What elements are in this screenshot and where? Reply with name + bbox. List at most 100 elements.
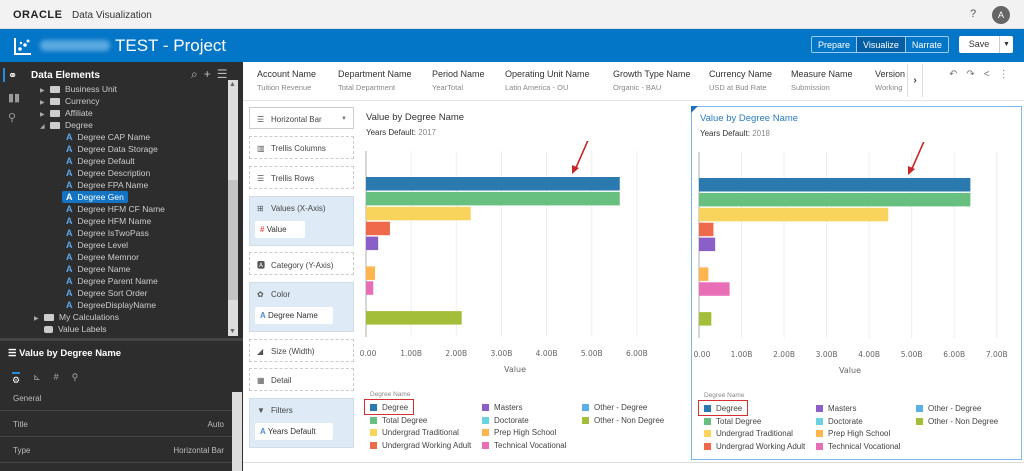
help-icon[interactable]: ? xyxy=(970,8,977,20)
tree-item[interactable]: ▶ Business Unit xyxy=(40,83,117,95)
tree-item[interactable]: A Degree HFM Name xyxy=(66,215,151,227)
legend-item[interactable]: Prep High School xyxy=(816,429,890,438)
bar-degree[interactable] xyxy=(366,177,620,191)
legend-item[interactable]: Prep High School xyxy=(482,428,556,437)
expanded-arrow-icon[interactable]: ◢ xyxy=(40,124,45,130)
tree-item[interactable]: A Degree Memnor xyxy=(66,251,139,263)
filter-department-name[interactable]: Department Name Total Department xyxy=(338,69,412,92)
analytics-tab-icon[interactable]: ⚲ xyxy=(71,372,79,382)
visualizations-icon[interactable]: ▮▮ xyxy=(8,92,21,104)
tree-item[interactable]: A Degree IsTwoPass xyxy=(66,227,149,239)
tree-scrollbar[interactable]: ▲ ▼ xyxy=(228,80,238,336)
tree-item[interactable]: A Degree Name xyxy=(66,263,130,275)
properties-scrollbar[interactable] xyxy=(232,392,242,471)
collapsed-arrow-icon[interactable]: ▶ xyxy=(40,88,45,94)
legend-item[interactable]: Total Degree xyxy=(704,417,761,426)
bar-masters[interactable] xyxy=(366,236,379,251)
narrate-tab[interactable]: Narrate xyxy=(911,40,942,50)
undo-icon[interactable]: ↶ xyxy=(949,69,958,80)
legend-item[interactable]: Doctorate xyxy=(816,417,863,426)
panel-divider[interactable] xyxy=(0,338,243,341)
title-property-value[interactable]: Auto xyxy=(207,420,224,429)
bar-degree[interactable] xyxy=(699,178,971,192)
prepare-tab[interactable]: Prepare xyxy=(812,37,858,52)
tree-item[interactable]: A Degree FPA Name xyxy=(66,179,148,191)
tree-item[interactable]: ◢ Degree xyxy=(40,119,93,131)
viz-2018[interactable]: Value by Degree Name Years Default: 2018 0… xyxy=(691,106,1022,460)
values-dropzone[interactable]: ⊞ Values (X-Axis) # Value xyxy=(249,196,354,246)
filter-operating-unit-name[interactable]: Operating Unit Name Latin America - OU xyxy=(505,69,590,92)
user-avatar[interactable]: A xyxy=(992,6,1010,24)
data-elements-icon[interactable]: ⚭ xyxy=(8,70,18,82)
legend-item[interactable]: Total Degree xyxy=(370,416,427,425)
title-property[interactable]: Title Auto xyxy=(0,411,232,437)
more-options-icon[interactable]: ⋮ xyxy=(998,69,1009,80)
legend-item[interactable]: Other - Degree xyxy=(582,403,647,412)
filter-period-name[interactable]: Period Name YearTotal xyxy=(432,69,485,92)
visualize-tab[interactable]: Visualize xyxy=(857,37,906,52)
redo-icon[interactable]: ↷ xyxy=(966,69,975,80)
bar-technical-vocational[interactable] xyxy=(699,282,730,296)
viz-type-selector[interactable]: ☰ Horizontal Bar ▼ xyxy=(249,107,354,129)
filter-scroll-right-icon[interactable]: › xyxy=(907,64,923,97)
general-settings-tab-icon[interactable]: ⚙ xyxy=(12,372,21,386)
value-pill[interactable]: # Value xyxy=(255,221,305,238)
legend-item[interactable]: Masters xyxy=(482,403,522,412)
bar-total-degree[interactable] xyxy=(699,192,971,207)
filter-measure-name[interactable]: Measure Name Submission xyxy=(791,69,853,92)
tree-item[interactable]: A Degree CAP Name xyxy=(66,131,150,143)
collapsed-arrow-icon[interactable]: ▶ xyxy=(40,112,45,118)
add-icon[interactable]: + xyxy=(203,67,211,81)
tree-item[interactable]: A Degree Level xyxy=(66,239,128,251)
tree-item[interactable]: ▶ Affiliate xyxy=(40,107,93,119)
legend-item[interactable]: Undergrad Working Adult xyxy=(704,442,805,451)
trellis-columns-dropzone[interactable]: ▥ Trellis Columns xyxy=(249,136,354,159)
category-dropzone[interactable]: 🅰 Category (Y-Axis) xyxy=(249,252,354,275)
legend-item[interactable]: Doctorate xyxy=(482,416,529,425)
bar-prep-high-school[interactable] xyxy=(699,267,709,281)
bar-undergrad-traditional[interactable] xyxy=(699,207,889,222)
bar-prep-high-school[interactable] xyxy=(366,266,376,280)
tree-item[interactable]: A Degree Parent Name xyxy=(66,275,158,287)
legend-item[interactable]: Technical Vocational xyxy=(816,442,901,451)
legend-item[interactable]: Undergrad Traditional xyxy=(370,428,459,437)
viz-2017[interactable]: Value by Degree Name Years Default: 2017 0… xyxy=(358,106,688,460)
tree-item[interactable]: A DegreeDisplayName xyxy=(66,299,156,311)
axis-tab-icon[interactable]: ⊾ xyxy=(33,372,41,382)
bar-technical-vocational[interactable] xyxy=(366,281,374,295)
search-icon[interactable]: ⌕ xyxy=(191,67,198,81)
legend-item[interactable]: Other - Non Degree xyxy=(582,416,664,425)
size-dropzone[interactable]: ◢ Size (Width) xyxy=(249,339,354,362)
trellis-rows-dropzone[interactable]: ☰ Trellis Rows xyxy=(249,166,354,189)
filter-version[interactable]: Version Working xyxy=(875,69,905,92)
filter-currency-name[interactable]: Currency Name USD at Bud Rate xyxy=(709,69,772,92)
tree-item[interactable]: Value Labels xyxy=(44,323,107,335)
bar-total-degree[interactable] xyxy=(366,191,620,206)
save-button[interactable]: Save xyxy=(968,39,990,49)
analytics-icon[interactable]: ⚲ xyxy=(8,112,17,124)
bar-undergrad-traditional[interactable] xyxy=(366,206,471,221)
collapsed-arrow-icon[interactable]: ▶ xyxy=(34,316,39,322)
legend-item[interactable]: Degree xyxy=(370,403,408,412)
filter-growth-type-name[interactable]: Growth Type Name Organic - BAU xyxy=(613,69,690,92)
legend-item[interactable]: Masters xyxy=(816,404,856,413)
scroll-down-icon[interactable]: ▼ xyxy=(229,328,236,335)
legend-item[interactable]: Technical Vocational xyxy=(482,441,567,450)
bar-other-non-degree[interactable] xyxy=(366,311,462,325)
tree-item[interactable]: A Degree Data Storage xyxy=(66,143,158,155)
tree-item[interactable]: A Degree HFM CF Name xyxy=(66,203,165,215)
legend-item[interactable]: Degree xyxy=(704,404,742,413)
share-icon[interactable]: < xyxy=(983,69,990,80)
collapsed-arrow-icon[interactable]: ▶ xyxy=(40,100,45,106)
tree-scroll-thumb[interactable] xyxy=(228,180,238,300)
degree-name-pill[interactable]: A Degree Name xyxy=(255,307,333,324)
tree-item[interactable]: A Degree Default xyxy=(66,155,135,167)
scroll-up-icon[interactable]: ▲ xyxy=(229,81,236,88)
menu-icon[interactable]: ☰ xyxy=(216,67,228,81)
detail-dropzone[interactable]: ▦ Detail xyxy=(249,368,354,391)
tree-item[interactable]: ▶ My Calculations xyxy=(34,311,119,323)
legend-item[interactable]: Other - Non Degree xyxy=(916,417,998,426)
bar-undergrad-working-adult[interactable] xyxy=(366,221,390,236)
tree-item[interactable]: A Degree Gen xyxy=(62,191,128,203)
bar-masters[interactable] xyxy=(699,237,716,252)
